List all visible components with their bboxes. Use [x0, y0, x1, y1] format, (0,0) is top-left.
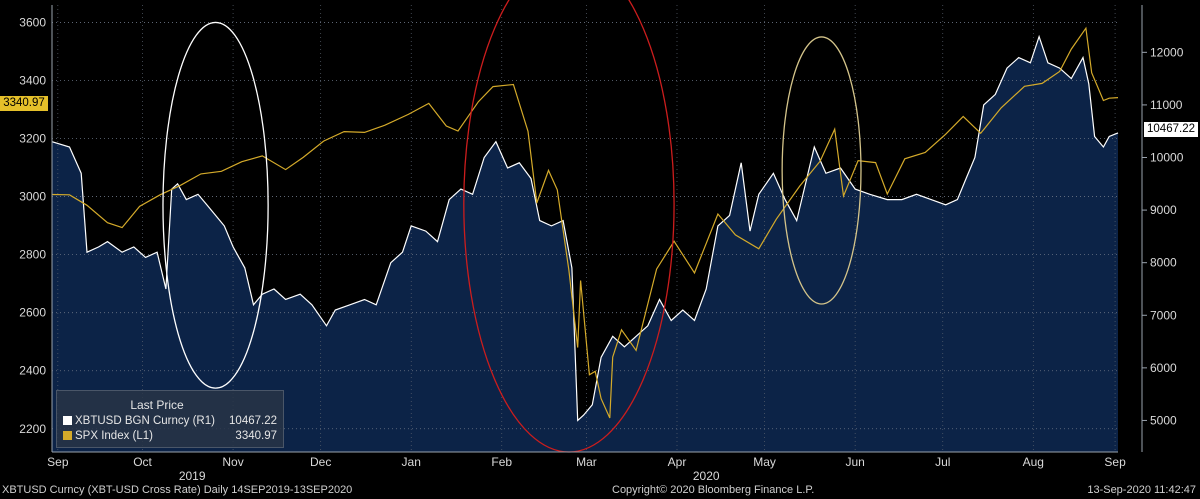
x-tick-sep-12: Sep [1104, 455, 1126, 469]
legend-swatch-spx [63, 431, 72, 440]
x-tick-may-8: May [753, 455, 776, 469]
legend-title: Last Price [130, 398, 184, 412]
x-tick-feb-5: Feb [491, 455, 512, 469]
y-left-tick-3400: 3400 [19, 73, 46, 87]
y-left-tick-2200: 2200 [19, 422, 46, 436]
x-tick-sep-0: Sep [47, 455, 69, 469]
legend-row-spx: SPX Index (L1) 3340.97 [63, 430, 277, 442]
series-area-0 [52, 36, 1118, 452]
x-tick-nov-2: Nov [222, 455, 243, 469]
legend-row-xbt: XBTUSD BGN Curncy (R1) 10467.22 [63, 415, 277, 427]
y-right-tick-6000: 6000 [1150, 361, 1177, 375]
x-tick-dec-3: Dec [310, 455, 331, 469]
y-left-tick-3000: 3000 [19, 190, 46, 204]
legend-value-xbt: 10467.22 [229, 415, 277, 427]
series-line-0 [51, 34, 1119, 422]
annotation-ellipse-0 [162, 21, 269, 389]
xbt-last-price-tag: 10467.22 [1144, 122, 1198, 137]
footer-copyright: Copyright© 2020 Bloomberg Finance L.P. [612, 484, 815, 496]
x-tick-aug-11: Aug [1023, 455, 1044, 469]
y-right-tick-8000: 8000 [1150, 256, 1177, 270]
footer-series-info: XBTUSD Curncy (XBT-USD Cross Rate) Daily… [2, 484, 353, 496]
y-left-tick-2400: 2400 [19, 364, 46, 378]
annotation-ellipse-2 [781, 36, 862, 305]
y-right-tick-7000: 7000 [1150, 308, 1177, 322]
x-tick-jul-10: Jul [935, 455, 950, 469]
y-left-tick-2600: 2600 [19, 306, 46, 320]
y-right-tick-11000: 11000 [1150, 98, 1183, 112]
y-right-tick-9000: 9000 [1150, 203, 1177, 217]
y-left-tick-3200: 3200 [19, 132, 46, 146]
x-tick-jan-4: Jan [402, 455, 421, 469]
y-left-tick-2800: 2800 [19, 248, 46, 262]
x-year-2020: 2020 [693, 469, 720, 483]
legend-value-spx: 3340.97 [235, 430, 277, 442]
x-tick-apr-7: Apr [668, 455, 687, 469]
spx-last-price-tag: 3340.97 [0, 96, 48, 111]
legend-swatch-xbt [63, 416, 72, 425]
x-tick-jun-9: Jun [845, 455, 864, 469]
y-right-tick-12000: 12000 [1150, 45, 1184, 59]
x-year-2019: 2019 [179, 469, 206, 483]
y-left-tick-3600: 3600 [19, 15, 46, 29]
footer-timestamp: 13-Sep-2020 11:42:47 [1087, 484, 1196, 496]
legend: Last Price XBTUSD BGN Curncy (R1) 10467.2… [56, 390, 284, 448]
x-tick-oct-1: Oct [133, 455, 152, 469]
y-right-tick-5000: 5000 [1150, 413, 1177, 427]
legend-label-xbt: XBTUSD BGN Curncy (R1) [75, 415, 215, 427]
y-right-tick-10000: 10000 [1150, 151, 1184, 165]
x-tick-mar-6: Mar [576, 455, 597, 469]
legend-label-spx: SPX Index (L1) [75, 430, 153, 442]
